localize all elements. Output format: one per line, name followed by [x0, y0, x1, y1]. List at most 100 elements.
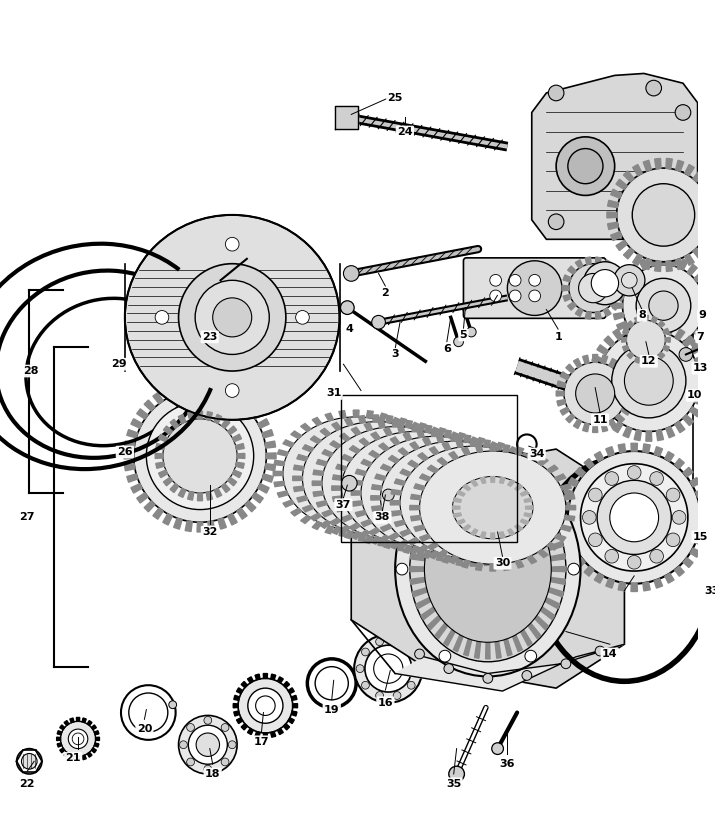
Ellipse shape: [410, 476, 566, 662]
Polygon shape: [354, 442, 358, 448]
Circle shape: [646, 224, 661, 239]
Polygon shape: [588, 378, 598, 384]
Polygon shape: [443, 471, 450, 477]
Polygon shape: [443, 500, 450, 505]
Polygon shape: [218, 383, 227, 394]
Polygon shape: [332, 422, 341, 431]
Polygon shape: [699, 378, 709, 384]
Polygon shape: [623, 328, 628, 334]
Polygon shape: [234, 711, 240, 716]
Polygon shape: [457, 519, 465, 525]
Polygon shape: [470, 559, 476, 566]
Polygon shape: [156, 444, 164, 450]
Circle shape: [525, 476, 537, 488]
Polygon shape: [398, 495, 405, 502]
Polygon shape: [696, 489, 705, 497]
Polygon shape: [513, 487, 522, 503]
Polygon shape: [639, 342, 648, 352]
Polygon shape: [271, 674, 276, 680]
Polygon shape: [502, 511, 513, 516]
Polygon shape: [60, 748, 64, 752]
Polygon shape: [410, 431, 421, 439]
Polygon shape: [499, 540, 509, 548]
Circle shape: [568, 563, 580, 575]
Polygon shape: [391, 489, 402, 495]
Polygon shape: [621, 408, 630, 415]
Text: 31: 31: [326, 389, 341, 398]
Circle shape: [383, 489, 394, 501]
Circle shape: [588, 533, 602, 547]
Polygon shape: [428, 482, 435, 485]
Polygon shape: [64, 752, 69, 757]
Polygon shape: [495, 641, 501, 658]
Polygon shape: [481, 509, 490, 515]
Polygon shape: [465, 498, 473, 502]
Ellipse shape: [335, 447, 416, 510]
Polygon shape: [496, 460, 508, 466]
Polygon shape: [418, 535, 426, 544]
Ellipse shape: [400, 446, 546, 559]
Polygon shape: [606, 446, 614, 456]
Polygon shape: [353, 530, 359, 537]
Polygon shape: [358, 416, 365, 423]
Polygon shape: [480, 532, 486, 538]
Polygon shape: [420, 428, 431, 436]
Circle shape: [179, 715, 237, 774]
Polygon shape: [131, 419, 142, 428]
Polygon shape: [423, 550, 431, 559]
Polygon shape: [604, 415, 615, 426]
Polygon shape: [395, 479, 405, 485]
Circle shape: [454, 337, 463, 346]
Polygon shape: [528, 623, 541, 639]
Polygon shape: [408, 477, 416, 480]
Circle shape: [69, 729, 88, 748]
Polygon shape: [606, 578, 614, 588]
Polygon shape: [57, 731, 61, 735]
Text: 35: 35: [446, 779, 461, 789]
Polygon shape: [400, 530, 411, 536]
Polygon shape: [429, 447, 439, 455]
Polygon shape: [398, 540, 409, 548]
Circle shape: [490, 275, 501, 286]
Polygon shape: [413, 497, 421, 499]
Polygon shape: [398, 418, 407, 426]
Polygon shape: [634, 430, 641, 441]
Polygon shape: [350, 446, 360, 453]
Polygon shape: [370, 536, 380, 544]
Ellipse shape: [394, 462, 475, 524]
Circle shape: [529, 290, 541, 302]
Polygon shape: [495, 520, 503, 526]
Polygon shape: [340, 490, 348, 495]
Polygon shape: [618, 582, 626, 591]
Polygon shape: [644, 259, 651, 270]
Polygon shape: [663, 346, 669, 351]
Polygon shape: [437, 465, 445, 471]
Text: 21: 21: [66, 753, 81, 763]
Polygon shape: [451, 475, 458, 482]
Polygon shape: [449, 514, 456, 521]
Polygon shape: [467, 470, 478, 475]
Polygon shape: [266, 453, 276, 459]
Polygon shape: [398, 426, 405, 433]
Circle shape: [439, 476, 450, 488]
Polygon shape: [247, 676, 253, 683]
Polygon shape: [263, 733, 267, 738]
Polygon shape: [413, 587, 428, 596]
Polygon shape: [174, 383, 182, 394]
Polygon shape: [400, 469, 411, 476]
Polygon shape: [394, 492, 401, 495]
Polygon shape: [57, 743, 61, 747]
Polygon shape: [625, 399, 633, 406]
Circle shape: [413, 665, 420, 672]
Polygon shape: [332, 526, 341, 535]
Polygon shape: [418, 423, 426, 431]
Polygon shape: [655, 158, 661, 168]
Polygon shape: [363, 448, 369, 454]
Text: 6: 6: [443, 343, 450, 354]
Polygon shape: [356, 488, 364, 493]
Polygon shape: [426, 488, 435, 493]
Polygon shape: [676, 160, 684, 172]
Polygon shape: [378, 539, 385, 546]
Polygon shape: [683, 336, 694, 346]
Polygon shape: [423, 495, 431, 500]
